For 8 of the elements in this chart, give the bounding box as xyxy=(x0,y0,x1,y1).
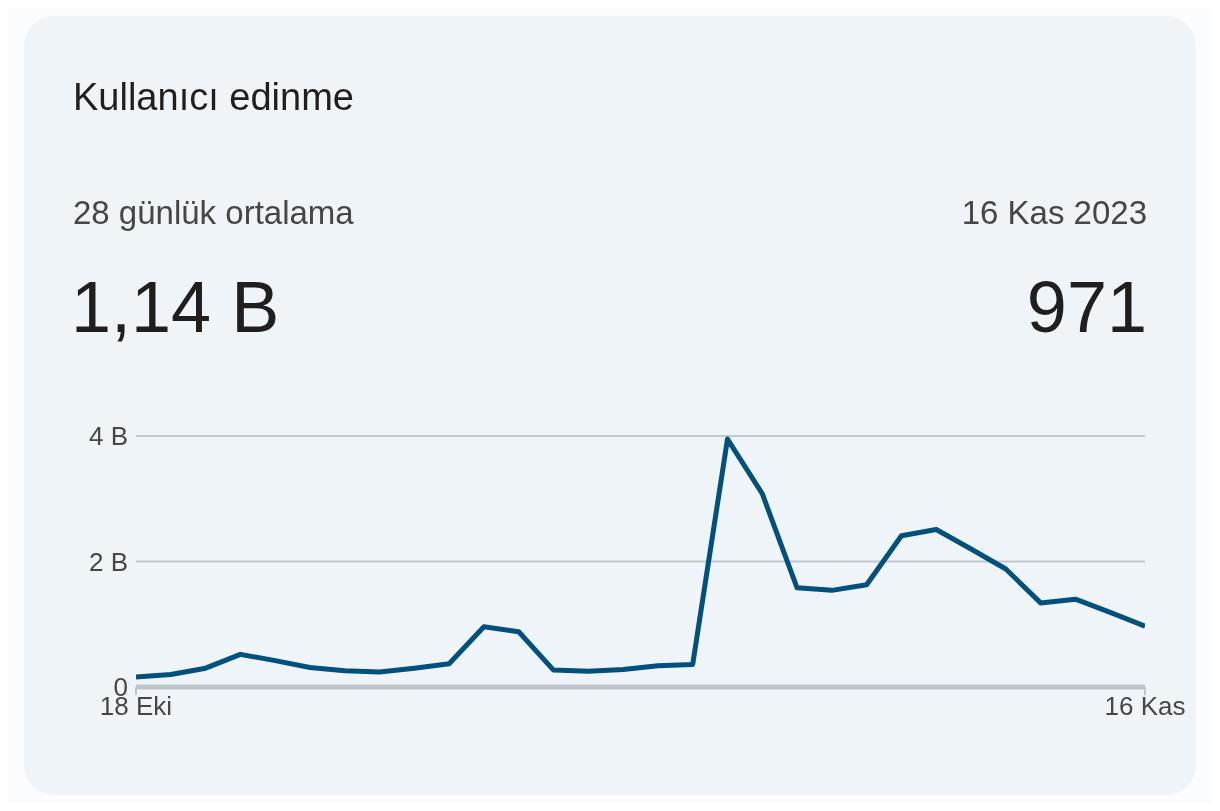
x-tick-label: 16 Kas xyxy=(1104,691,1186,722)
y-tick-label: 4 B xyxy=(88,421,128,452)
text: 1,14 B xyxy=(71,266,280,348)
chart-title: Kullanıcı edinme xyxy=(73,76,354,119)
text: 16 Kas 2023 xyxy=(961,194,1147,232)
chart-subtitle: 28 günlük ortalama xyxy=(73,194,354,232)
text: 971 xyxy=(1026,266,1147,348)
y-tick-label: 2 B xyxy=(88,546,128,577)
